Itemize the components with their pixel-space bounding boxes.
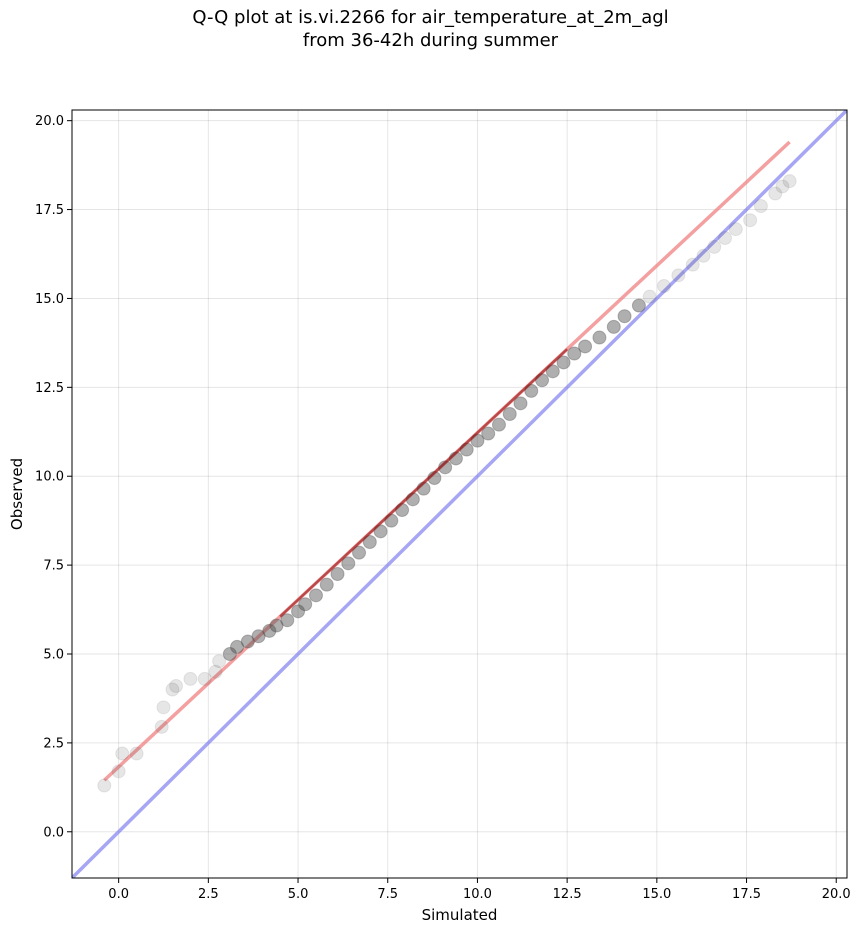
data-point bbox=[154, 719, 169, 734]
data-point bbox=[308, 588, 323, 603]
data-point bbox=[280, 613, 295, 628]
data-point bbox=[617, 309, 632, 324]
data-point bbox=[728, 222, 743, 237]
data-point bbox=[606, 319, 621, 334]
data-point bbox=[768, 186, 783, 201]
data-point bbox=[319, 577, 334, 592]
data-point bbox=[545, 364, 560, 379]
data-point bbox=[671, 268, 686, 283]
y-tick-label: 5.0 bbox=[43, 648, 64, 663]
data-point bbox=[592, 330, 607, 345]
x-tick-label: 10.0 bbox=[463, 887, 492, 902]
data-point bbox=[230, 639, 245, 654]
x-tick-label: 15.0 bbox=[642, 887, 671, 902]
data-point bbox=[556, 355, 571, 370]
data-point bbox=[156, 700, 171, 715]
data-point bbox=[631, 298, 646, 313]
y-tick-label: 7.5 bbox=[43, 559, 64, 574]
data-point bbox=[491, 417, 506, 432]
data-point bbox=[696, 248, 711, 263]
data-point bbox=[513, 396, 528, 411]
chart-title-line-1: Q-Q plot at is.vi.2266 for air_temperatu… bbox=[192, 7, 669, 28]
data-point bbox=[212, 654, 227, 669]
y-axis-label: Observed bbox=[8, 458, 26, 530]
y-tick-label: 15.0 bbox=[35, 292, 64, 307]
data-point bbox=[111, 764, 126, 779]
data-point bbox=[718, 231, 733, 245]
data-point bbox=[753, 199, 768, 213]
data-point bbox=[524, 383, 539, 398]
data-point bbox=[169, 679, 184, 693]
data-point bbox=[775, 179, 790, 194]
y-tick-label: 17.5 bbox=[35, 203, 64, 218]
y-tick-label: 12.5 bbox=[35, 381, 64, 396]
data-point bbox=[743, 213, 758, 228]
data-point bbox=[251, 629, 266, 644]
data-point bbox=[405, 492, 420, 507]
x-tick-label: 2.5 bbox=[198, 887, 219, 902]
data-point bbox=[657, 279, 672, 293]
data-point bbox=[298, 597, 313, 612]
data-point bbox=[352, 545, 367, 560]
data-point bbox=[362, 535, 377, 549]
data-point bbox=[567, 346, 582, 361]
y-tick-label: 20.0 bbox=[35, 114, 64, 129]
data-point bbox=[642, 289, 657, 304]
data-point bbox=[240, 634, 255, 649]
x-tick-label: 12.5 bbox=[553, 887, 582, 902]
data-point bbox=[459, 442, 474, 457]
y-tick-label: 2.5 bbox=[43, 736, 64, 751]
x-tick-label: 0.0 bbox=[108, 887, 129, 902]
data-point bbox=[578, 339, 593, 354]
data-point bbox=[269, 618, 284, 633]
grid bbox=[72, 110, 847, 878]
fit-line-dense-segment bbox=[279, 348, 568, 618]
x-tick-label: 7.5 bbox=[377, 887, 398, 902]
data-point bbox=[685, 257, 700, 272]
y-tick-label: 0.0 bbox=[43, 825, 64, 840]
data-point bbox=[373, 524, 388, 539]
x-axis-label: Simulated bbox=[422, 906, 498, 924]
data-point bbox=[129, 746, 144, 761]
data-point bbox=[330, 567, 345, 581]
plot-frame bbox=[71, 109, 848, 879]
data-point bbox=[502, 407, 517, 421]
data-point bbox=[291, 604, 306, 619]
data-point bbox=[97, 778, 112, 793]
data-points bbox=[97, 174, 797, 793]
data-point bbox=[341, 556, 356, 571]
data-point bbox=[197, 671, 212, 686]
data-point bbox=[115, 746, 130, 761]
data-point bbox=[707, 239, 722, 254]
data-point bbox=[222, 647, 237, 661]
y-tick-label: 10.0 bbox=[35, 470, 64, 485]
data-point bbox=[782, 174, 797, 189]
data-point bbox=[208, 664, 223, 679]
axis-ticks: 0.0 2.5 5.0 7.5 10.0 12.5 15.0 17.5 20.0 0.0 2.5 5.… bbox=[35, 114, 851, 902]
data-point bbox=[481, 426, 496, 441]
x-tick-label: 5.0 bbox=[288, 887, 309, 902]
data-point bbox=[262, 623, 277, 638]
x-tick-label: 17.5 bbox=[732, 887, 761, 902]
x-tick-label: 20.0 bbox=[822, 887, 851, 902]
data-point bbox=[183, 671, 198, 686]
identity-line bbox=[72, 110, 847, 878]
data-point bbox=[165, 682, 180, 697]
chart-title: Q-Q plot at is.vi.2266 for air_temperatu… bbox=[0, 6, 861, 52]
chart-title-line-2: from 36-42h during summer bbox=[302, 30, 559, 51]
